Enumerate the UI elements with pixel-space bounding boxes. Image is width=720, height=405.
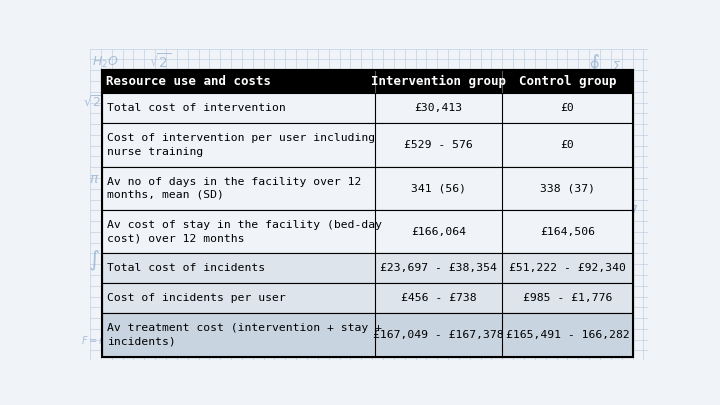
Text: $\int$: $\int$ xyxy=(88,249,100,273)
Bar xyxy=(102,70,632,93)
Text: £0: £0 xyxy=(561,140,575,150)
Text: £456 - £738: £456 - £738 xyxy=(401,293,477,303)
Text: £167,049 - £167,378: £167,049 - £167,378 xyxy=(374,330,504,340)
Text: £23,697 - £38,354: £23,697 - £38,354 xyxy=(380,263,498,273)
Text: £985 - £1,776: £985 - £1,776 xyxy=(523,293,612,303)
Text: £166,064: £166,064 xyxy=(411,227,467,237)
Text: Av treatment cost (intervention + stay +
incidents): Av treatment cost (intervention + stay +… xyxy=(107,323,382,347)
Text: Intervention group: Intervention group xyxy=(372,75,506,88)
Text: Control group: Control group xyxy=(518,75,616,88)
Text: $\sqrt{2}$: $\sqrt{2}$ xyxy=(84,95,104,110)
Text: $\Sigma$: $\Sigma$ xyxy=(598,333,606,345)
Text: 341 (56): 341 (56) xyxy=(411,183,467,193)
Text: Resource use and costs: Resource use and costs xyxy=(107,75,271,88)
Text: $\nabla$: $\nabla$ xyxy=(627,202,638,217)
Text: $\oint$: $\oint$ xyxy=(588,53,600,77)
Bar xyxy=(102,210,632,253)
Text: $\alpha$: $\alpha$ xyxy=(624,110,634,123)
Text: $\Sigma$: $\Sigma$ xyxy=(613,60,621,73)
Bar xyxy=(102,253,632,283)
Text: $\odot$: $\odot$ xyxy=(105,202,122,222)
Text: $H_2O$: $H_2O$ xyxy=(92,55,119,70)
Bar xyxy=(102,313,632,356)
Text: Total cost of intervention: Total cost of intervention xyxy=(107,103,286,113)
Text: $V_2$: $V_2$ xyxy=(548,333,562,347)
Text: $\beta$: $\beta$ xyxy=(624,187,634,204)
Text: £165,491 - 166,282: £165,491 - 166,282 xyxy=(505,330,629,340)
Text: £51,222 - £92,340: £51,222 - £92,340 xyxy=(509,263,626,273)
Text: 338 (37): 338 (37) xyxy=(540,183,595,193)
Bar xyxy=(102,283,632,313)
Text: $\pi$: $\pi$ xyxy=(89,172,99,186)
Text: Av no of days in the facility over 12
months, mean (SD): Av no of days in the facility over 12 mo… xyxy=(107,177,361,200)
Text: £0: £0 xyxy=(561,103,575,113)
Text: $\sqrt{2}$: $\sqrt{2}$ xyxy=(149,53,171,71)
Bar xyxy=(102,166,632,210)
Text: Total cost of incidents: Total cost of incidents xyxy=(107,263,265,273)
Text: Cost of incidents per user: Cost of incidents per user xyxy=(107,293,286,303)
Bar xyxy=(102,123,632,166)
Text: $\gamma$: $\gamma$ xyxy=(624,264,634,278)
Text: Av cost of stay in the facility (bed-day
cost) over 12 months: Av cost of stay in the facility (bed-day… xyxy=(107,220,382,243)
Text: £529 - 576: £529 - 576 xyxy=(405,140,473,150)
Bar xyxy=(102,93,632,123)
Text: Cost of intervention per user including
nurse training: Cost of intervention per user including … xyxy=(107,133,375,156)
Text: £30,413: £30,413 xyxy=(415,103,463,113)
Text: £164,506: £164,506 xyxy=(540,227,595,237)
Text: $F=ma$: $F=ma$ xyxy=(81,333,115,345)
